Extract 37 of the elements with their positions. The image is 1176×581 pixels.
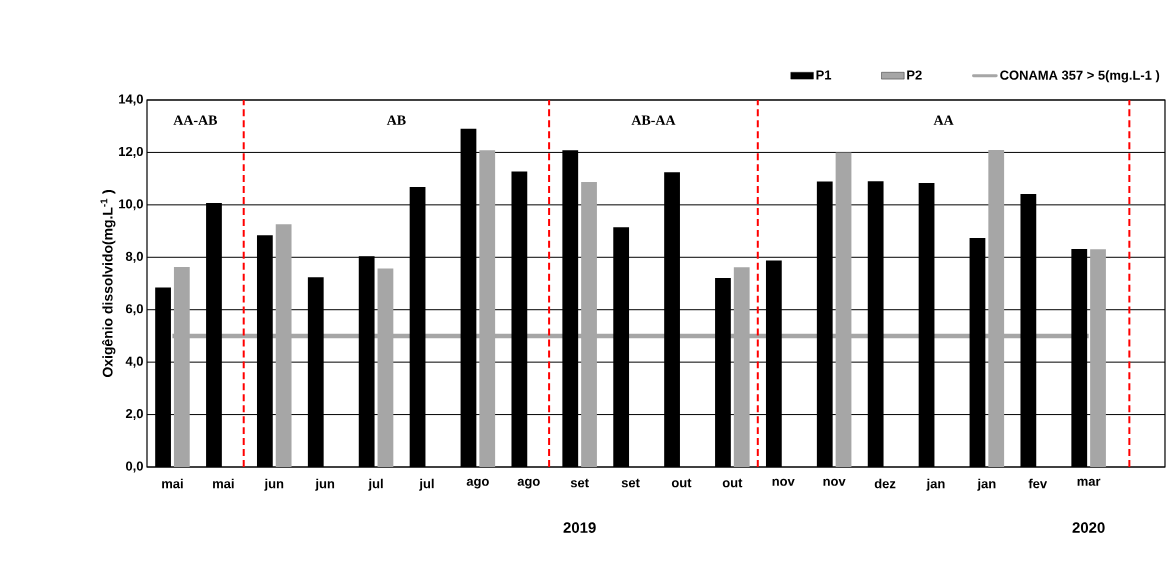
x-tick-label: dez bbox=[874, 478, 896, 489]
legend-label: P1 bbox=[816, 70, 832, 80]
legend-label: P2 bbox=[907, 70, 922, 80]
y-tick-label: 6,0 bbox=[125, 304, 143, 316]
x-tick-label: jun bbox=[315, 478, 335, 491]
x-tick-label: nov bbox=[823, 478, 846, 486]
x-tick-label: set bbox=[570, 478, 589, 488]
x-tick-label: ago bbox=[517, 478, 540, 489]
y-axis-title: Oxigênio dissolvido(mg.L$^{-1}$ ) bbox=[100, 190, 116, 378]
annotation: AB-AA bbox=[631, 115, 676, 125]
x-tick-label: out bbox=[671, 478, 692, 488]
x-tick-label: mai bbox=[213, 478, 234, 489]
x-tick-label: ago bbox=[466, 478, 489, 489]
text: 2020 bbox=[1072, 522, 1105, 533]
x-tick-label: out bbox=[722, 478, 743, 488]
y-tick-label: 14,0 bbox=[119, 94, 143, 106]
x-tick-label: jul bbox=[419, 478, 434, 491]
text: 2019 bbox=[563, 522, 596, 533]
x-tick-label: fev bbox=[1028, 478, 1048, 489]
x-tick-label: jan bbox=[977, 478, 996, 491]
y-tick-label: 8,0 bbox=[125, 251, 143, 263]
y-tick-label: 2,0 bbox=[125, 409, 143, 421]
y-tick-label: 12,0 bbox=[119, 146, 143, 158]
x-tick-label: mai bbox=[162, 478, 183, 489]
y-tick-label: 10,0 bbox=[119, 199, 143, 211]
x-tick-label: jan bbox=[926, 478, 945, 491]
y-tick-label: 0,0 bbox=[125, 461, 143, 473]
legend-label: CONAMA 357 > 5(mg.L-1 ) bbox=[1000, 70, 1160, 83]
x-tick-label: set bbox=[621, 478, 640, 488]
y-tick-label: 4,0 bbox=[125, 356, 143, 368]
x-tick-label: jun bbox=[264, 478, 284, 491]
x-tick-label: jul bbox=[368, 478, 383, 491]
x-tick-label: nov bbox=[772, 478, 795, 486]
annotation: AB bbox=[386, 115, 406, 125]
annotation: AA bbox=[933, 115, 954, 125]
x-tick-label: mar bbox=[1077, 478, 1101, 486]
annotation: AA-AB bbox=[173, 115, 218, 125]
